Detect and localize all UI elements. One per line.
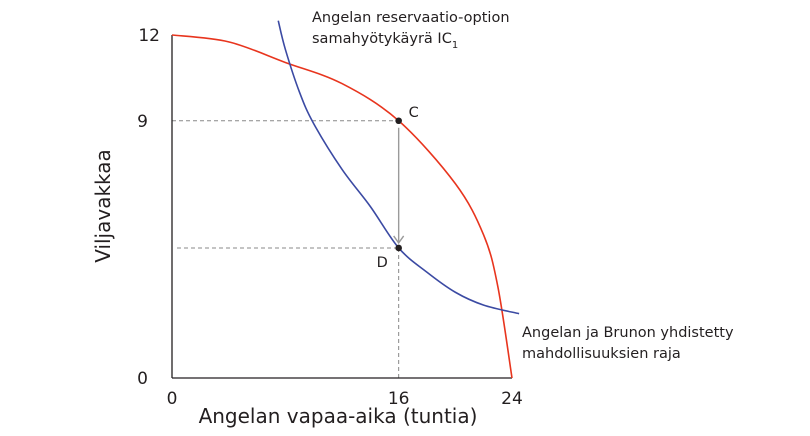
x-tick-label-0: 0: [167, 389, 178, 409]
x-tick-label-16: 16: [388, 389, 410, 409]
point-c-label: C: [409, 105, 419, 121]
y-tick-label-12: 12: [138, 26, 160, 46]
frontier-curve: [171, 34, 513, 379]
ic-annotation-text: samahyötykäyrä IC: [312, 31, 452, 47]
x-axis-title: Angelan vapaa-aika (tuntia): [199, 404, 478, 428]
point-c: [395, 117, 402, 125]
y-tick-label-0: 0: [137, 369, 148, 389]
y-axis-title: Viljavakkaa: [91, 149, 115, 263]
frontier-annotation-line-1: Angelan ja Brunon yhdistetty: [522, 325, 734, 341]
y-tick-label-9: 9: [137, 112, 148, 132]
ic-annotation-line-2: samahyötykäyrä IC1: [312, 31, 458, 51]
point-d: [395, 244, 402, 252]
frontier-annotation-line-2: mahdollisuuksien raja: [522, 346, 681, 362]
ic-annotation-line-1: Angelan reservaatio-option: [312, 10, 510, 26]
x-tick-label-24: 24: [501, 389, 523, 409]
indifference-curve: [277, 20, 520, 315]
ic-annotation-subscript: 1: [452, 40, 458, 51]
arrow-head: [393, 235, 405, 245]
point-d-label: D: [377, 255, 388, 271]
